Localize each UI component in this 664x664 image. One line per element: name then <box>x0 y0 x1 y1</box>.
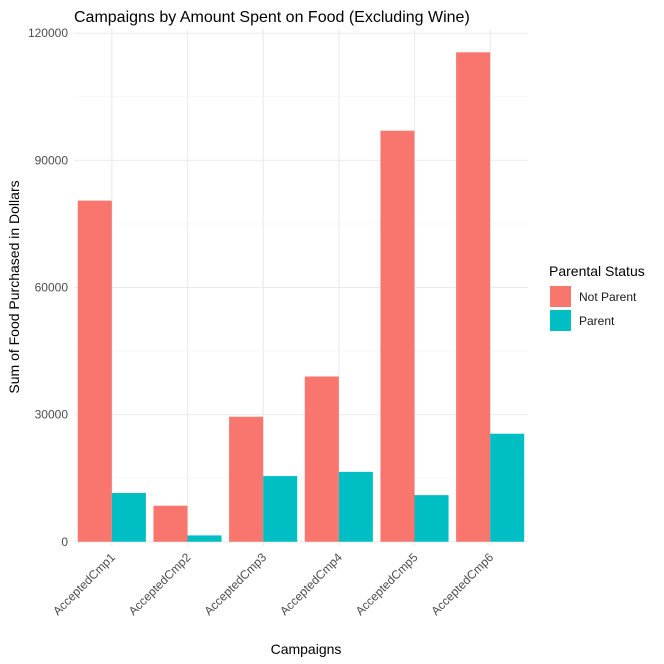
x-tick-label: AcceptedCmp2 <box>126 550 194 618</box>
x-axis-title: Campaigns <box>271 641 342 657</box>
y-tick-label: 0 <box>61 535 68 549</box>
bar-not-parent-acceptedcmp1 <box>77 200 112 542</box>
legend: Parental Status Not Parent Parent <box>549 263 645 331</box>
legend-key-parent <box>550 310 571 331</box>
bar-not-parent-acceptedcmp3 <box>229 416 264 542</box>
x-tick-label: AcceptedCmp1 <box>50 550 118 618</box>
bar-parent-acceptedcmp2 <box>187 535 222 542</box>
y-tick-label: 120000 <box>28 26 68 40</box>
bar-parent-acceptedcmp5 <box>414 495 449 542</box>
legend-label-parent: Parent <box>579 314 615 328</box>
y-axis: 0 30000 60000 90000 120000 <box>28 26 68 549</box>
bar-parent-acceptedcmp6 <box>490 433 525 542</box>
x-tick-label: AcceptedCmp3 <box>201 550 269 618</box>
y-tick-label: 90000 <box>35 153 69 167</box>
bar-parent-acceptedcmp3 <box>263 476 298 542</box>
bar-parent-acceptedcmp1 <box>111 493 146 542</box>
y-axis-title: Sum of Food Purchased in Dollars <box>6 180 22 393</box>
x-tick-label: AcceptedCmp6 <box>428 550 496 618</box>
legend-label-not-parent: Not Parent <box>579 290 637 304</box>
x-tick-label: AcceptedCmp4 <box>277 550 345 618</box>
chart-title: Campaigns by Amount Spent on Food (Exclu… <box>74 9 470 26</box>
x-axis: AcceptedCmp1 AcceptedCmp2 AcceptedCmp3 Acce… <box>50 550 496 618</box>
y-tick-label: 30000 <box>35 408 69 422</box>
bars <box>77 52 525 542</box>
bar-not-parent-acceptedcmp2 <box>153 505 188 542</box>
legend-key-not-parent <box>550 286 571 307</box>
bar-not-parent-acceptedcmp5 <box>380 130 415 542</box>
bar-not-parent-acceptedcmp4 <box>304 376 339 542</box>
bar-parent-acceptedcmp4 <box>338 471 373 542</box>
legend-title: Parental Status <box>549 263 645 279</box>
x-tick-label: AcceptedCmp5 <box>353 550 421 618</box>
y-tick-label: 60000 <box>35 281 69 295</box>
bar-not-parent-acceptedcmp6 <box>456 52 491 542</box>
